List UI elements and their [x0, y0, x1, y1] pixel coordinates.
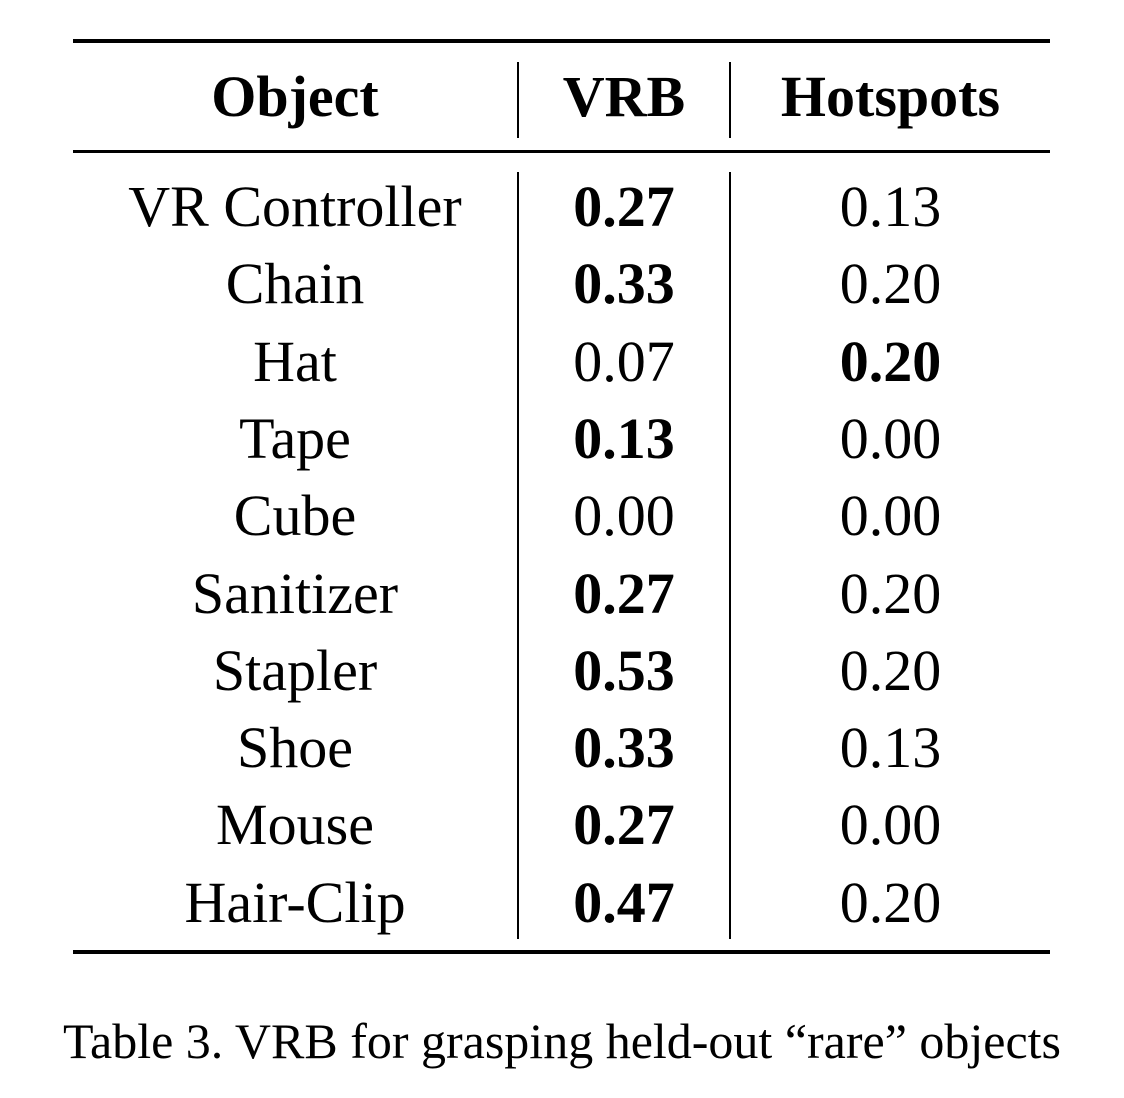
- cell-hotspots: 0.00: [839, 406, 942, 471]
- cell-hotspots: 0.00: [839, 792, 942, 857]
- header-hotspots: Hotspots: [780, 64, 1001, 129]
- cell-vrb: 0.27: [573, 792, 675, 857]
- column-divider: [729, 62, 731, 138]
- cell-object: VR Controller: [128, 174, 462, 239]
- column-divider: [517, 62, 519, 138]
- table-bottom-rule: [73, 950, 1050, 954]
- cell-object: Cube: [233, 483, 357, 548]
- cell-vrb: 0.33: [573, 715, 675, 780]
- cell-hotspots: 0.00: [839, 483, 942, 548]
- header-vrb: VRB: [562, 64, 686, 129]
- cell-object: Shoe: [237, 715, 353, 780]
- cell-vrb: 0.00: [573, 483, 675, 548]
- table-top-rule: [73, 39, 1050, 43]
- header-object: Object: [211, 64, 379, 129]
- cell-vrb: 0.07: [573, 329, 675, 394]
- cell-hotspots: 0.13: [839, 715, 942, 780]
- cell-object: Hair-Clip: [184, 870, 406, 935]
- cell-object: Tape: [239, 406, 351, 471]
- cell-hotspots: 0.20: [839, 561, 942, 626]
- cell-vrb: 0.33: [573, 251, 675, 316]
- cell-object: Stapler: [212, 638, 378, 703]
- cell-hotspots: 0.20: [839, 638, 942, 703]
- cell-hotspots: 0.20: [839, 251, 942, 316]
- cell-vrb: 0.53: [573, 638, 675, 703]
- table-header-rule: [73, 150, 1050, 153]
- cell-object: Sanitizer: [191, 561, 399, 626]
- cell-hotspots: 0.13: [839, 174, 942, 239]
- column-divider: [517, 172, 519, 939]
- cell-hotspots: 0.20: [839, 329, 942, 394]
- cell-object: Chain: [225, 251, 365, 316]
- cell-object: Hat: [253, 329, 337, 394]
- cell-vrb: 0.13: [573, 406, 675, 471]
- cell-vrb: 0.47: [573, 870, 675, 935]
- cell-vrb: 0.27: [573, 561, 675, 626]
- cell-hotspots: 0.20: [839, 870, 942, 935]
- table-caption: Table 3. VRB for grasping held-out “rare…: [62, 1013, 1062, 1069]
- cell-object: Mouse: [216, 792, 374, 857]
- cell-vrb: 0.27: [573, 174, 675, 239]
- column-divider: [729, 172, 731, 939]
